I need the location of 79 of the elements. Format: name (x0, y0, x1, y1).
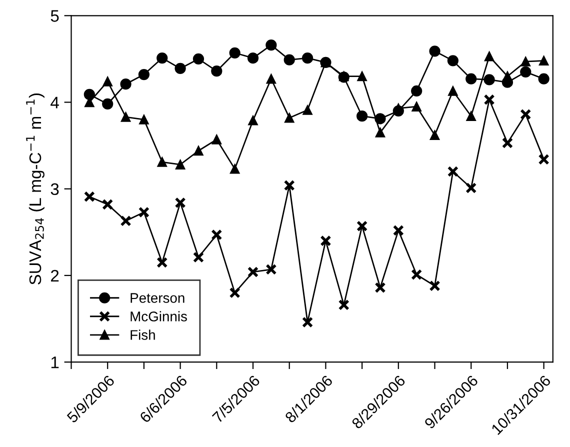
point (156, 256, 168, 268)
point (412, 102, 422, 112)
point (538, 73, 550, 84)
point (392, 224, 404, 236)
point (175, 160, 186, 170)
y-tick-label: 2 (51, 270, 59, 282)
point (502, 137, 514, 149)
y-tick-label: 1 (51, 356, 59, 368)
point (138, 68, 150, 80)
point (538, 154, 550, 165)
point (411, 269, 422, 280)
point (411, 85, 422, 97)
point (302, 52, 314, 64)
y-axis-title: SUVA$_{254}$ (L mg-C$^{−1}$ m$^{−1}$) (26, 94, 44, 285)
point (520, 56, 530, 66)
point (484, 51, 494, 62)
legend-label: Fish (130, 330, 155, 340)
point (211, 66, 222, 77)
point (174, 197, 186, 208)
point (266, 264, 277, 275)
point (447, 166, 458, 178)
point (247, 52, 259, 64)
point (229, 287, 240, 298)
point (338, 299, 350, 310)
point (138, 206, 150, 218)
point (120, 78, 132, 90)
y-tick-label: 5 (50, 10, 59, 22)
point (229, 47, 240, 58)
point (230, 164, 240, 174)
point (302, 316, 314, 328)
point (266, 74, 276, 84)
point (466, 182, 477, 194)
point (284, 112, 294, 123)
point (211, 229, 222, 240)
point (84, 191, 95, 202)
point (102, 76, 112, 86)
point (320, 235, 332, 246)
point (430, 130, 440, 140)
point (266, 40, 277, 51)
point (284, 54, 295, 66)
point (192, 252, 204, 263)
point (247, 266, 259, 278)
point (484, 74, 495, 86)
point (538, 56, 549, 66)
point (120, 215, 132, 226)
point (174, 62, 186, 74)
legend-label: McGinnis (130, 311, 187, 322)
point (192, 53, 204, 65)
point (466, 111, 476, 121)
point (374, 282, 386, 294)
y-tick-label: 4 (50, 96, 59, 108)
point (356, 220, 368, 232)
point (484, 94, 495, 106)
point (284, 180, 295, 191)
point (302, 105, 312, 115)
point (157, 157, 167, 167)
point (139, 114, 149, 124)
point (212, 134, 222, 144)
point (248, 116, 258, 126)
point (520, 108, 532, 120)
point (429, 46, 440, 57)
point (374, 113, 386, 124)
point (194, 146, 204, 156)
point (84, 88, 95, 100)
point (429, 280, 440, 292)
point (447, 55, 458, 66)
legend-label: Peterson (130, 293, 184, 303)
point (120, 112, 131, 122)
point (375, 128, 386, 138)
point (448, 86, 458, 96)
point (466, 73, 477, 84)
y-tick-label: 3 (50, 183, 59, 196)
point (520, 66, 532, 78)
point (102, 98, 114, 110)
point (356, 110, 368, 122)
point (156, 52, 168, 64)
point (102, 198, 114, 210)
point (357, 71, 367, 82)
point (502, 71, 512, 82)
